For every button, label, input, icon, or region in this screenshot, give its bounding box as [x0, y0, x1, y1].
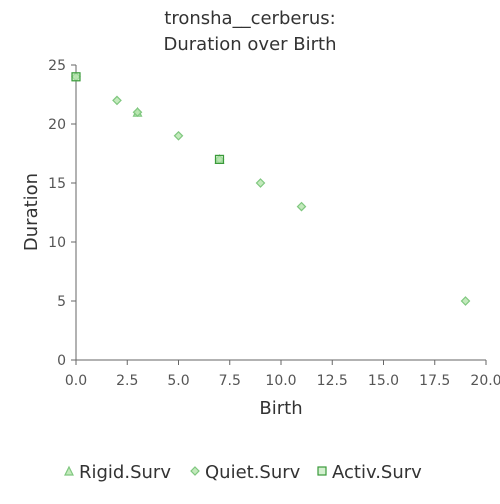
x-tick-label: 0.0 — [65, 373, 87, 389]
x-tick-label: 2.5 — [116, 373, 138, 389]
data-point — [296, 201, 307, 212]
data-point — [112, 95, 122, 106]
series-activ-surv — [71, 72, 225, 164]
y-axis-label: Duration — [21, 173, 42, 251]
x-tick-label: 20.0 — [470, 373, 500, 389]
legend: Rigid.Surv Quiet.Surv Activ.Surv — [64, 462, 422, 483]
data-point — [460, 296, 471, 306]
x-tick-label: 5.0 — [167, 373, 189, 389]
data-point — [255, 178, 266, 188]
legend-label: Rigid.Surv — [79, 462, 171, 483]
data-point — [132, 107, 143, 118]
series-quiet-surv — [71, 71, 471, 306]
y-tick-label: 20 — [48, 117, 66, 133]
x-tick-label: 12.5 — [317, 373, 348, 389]
y-tick-label: 25 — [48, 58, 66, 74]
x-tick-label: 10.0 — [265, 373, 296, 389]
chart-title-line-2: Duration over Birth — [164, 34, 337, 55]
chart-title-line-1: tronsha__cerberus: — [164, 8, 335, 29]
x-tick-label: 7.5 — [219, 373, 241, 389]
data-point — [214, 154, 225, 164]
legend-item: Rigid.Surv — [64, 462, 171, 483]
x-axis-label: Birth — [259, 398, 302, 419]
x-tick-label: 15.0 — [368, 373, 399, 389]
legend-marker — [64, 465, 74, 476]
y-tick-label: 10 — [48, 235, 66, 251]
y-tick-label: 0 — [57, 353, 66, 369]
data-marks — [71, 71, 471, 306]
legend-item: Quiet.Surv — [190, 462, 301, 483]
legend-item: Activ.Surv — [317, 462, 422, 483]
legend-marker — [190, 466, 200, 476]
y-tick-label: 5 — [57, 294, 66, 310]
legend-label: Activ.Surv — [332, 462, 422, 483]
data-point — [173, 130, 184, 141]
data-point — [71, 72, 81, 82]
legend-label: Quiet.Surv — [205, 462, 301, 483]
axes: 0.0 2.5 5.0 7.5 10.0 12.5 15.0 17.5 20.0 0 5 10 15 20… — [48, 58, 500, 389]
y-tick-label: 15 — [48, 176, 66, 192]
x-tick-label: 17.5 — [419, 373, 450, 389]
legend-marker — [317, 466, 327, 476]
